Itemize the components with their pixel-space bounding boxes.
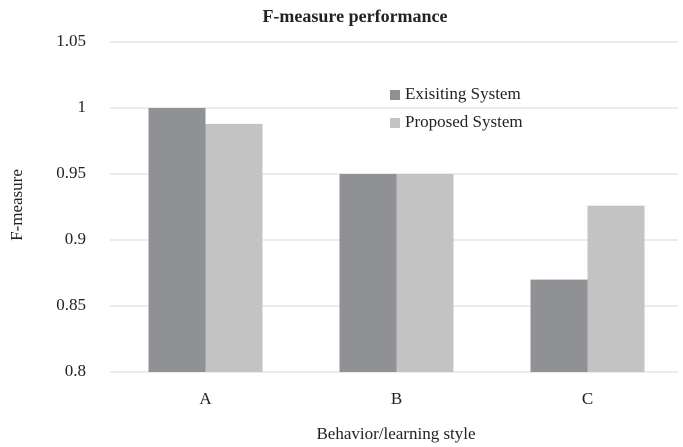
- bar: [396, 174, 454, 372]
- chart-title: F-measure performance: [262, 6, 447, 26]
- bar: [148, 108, 206, 372]
- bar: [530, 279, 588, 372]
- x-axis-label: Behavior/learning style: [316, 424, 475, 443]
- y-tick-label: 0.9: [65, 229, 86, 248]
- y-tick-label: 0.85: [56, 295, 86, 314]
- y-tick-label: 1: [78, 97, 87, 116]
- y-tick-label: 0.95: [56, 163, 86, 182]
- legend-label: Proposed System: [405, 112, 523, 131]
- legend-label: Exisiting System: [405, 84, 521, 103]
- legend-swatch: [390, 90, 400, 100]
- y-tick-label: 1.05: [56, 31, 86, 50]
- legend-swatch: [390, 118, 400, 128]
- x-tick-label: B: [391, 389, 402, 408]
- y-tick-label: 0.8: [65, 361, 86, 380]
- x-tick-label: C: [582, 389, 593, 408]
- bar: [587, 205, 645, 372]
- y-axis-label: F-measure: [7, 169, 26, 241]
- bar: [205, 123, 263, 372]
- bar: [339, 174, 397, 372]
- x-tick-label: A: [199, 389, 212, 408]
